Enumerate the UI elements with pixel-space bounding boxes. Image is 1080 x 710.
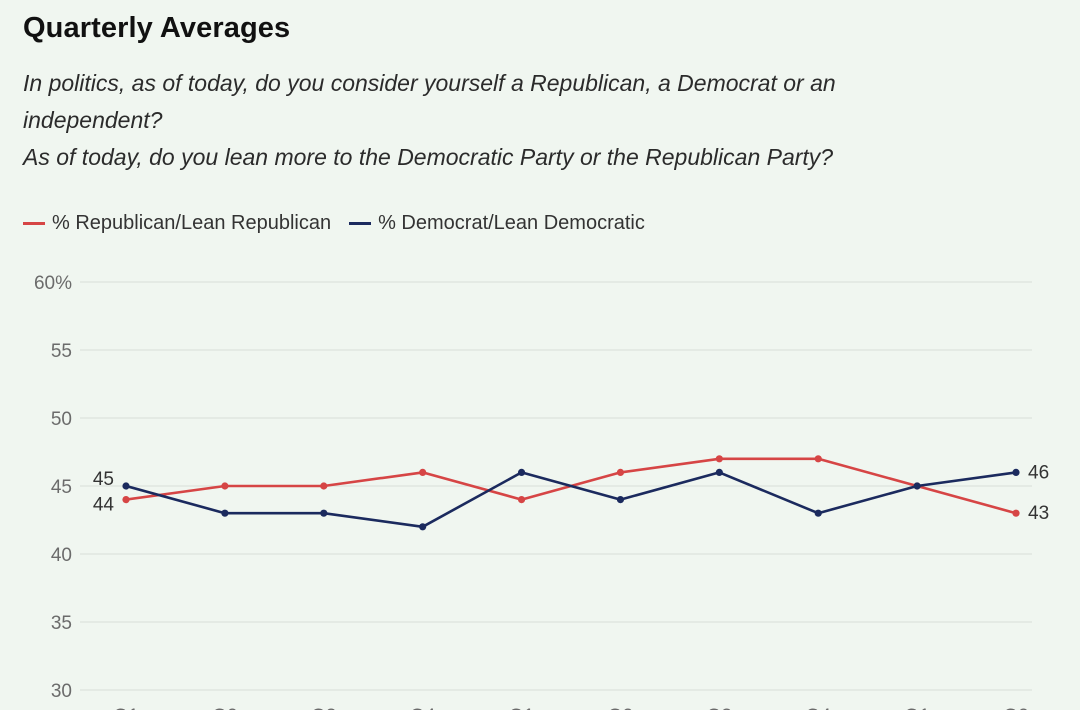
series-line-democrat: [125, 471, 1017, 529]
data-point-republican: [320, 482, 328, 490]
data-point-democrat: [221, 509, 229, 517]
data-point-democrat: [122, 482, 130, 490]
y-tick-label: 50: [51, 409, 72, 430]
data-point-republican: [221, 482, 229, 490]
gridlines: [80, 281, 1032, 691]
data-point-democrat: [517, 468, 526, 476]
data-label-republican-last: 43: [1028, 503, 1049, 524]
x-axis-ticks: Q1 Q2 Q3 Q4 Q1 Q2 Q3 Q4 Q1 Q2: [113, 706, 1028, 710]
data-point-democrat: [1012, 468, 1020, 476]
legend-swatch-republican: [23, 222, 45, 225]
y-tick-label: 40: [51, 545, 72, 566]
data-point-republican: [1012, 509, 1020, 517]
data-point-republican: [419, 468, 427, 476]
legend-label-republican: % Republican/Lean Republican: [52, 212, 332, 234]
legend-item-democrat: % Democrat/Lean Democratic: [349, 212, 645, 235]
data-point-republican: [715, 455, 723, 463]
y-tick-label: 30: [51, 681, 72, 702]
x-tick-label: Q3: [707, 706, 732, 710]
legend-label-democrat: % Democrat/Lean Democratic: [378, 212, 645, 234]
y-axis-ticks: 60% 55 50 45 40 35 30: [34, 273, 72, 702]
y-tick-label: 35: [51, 613, 72, 634]
data-point-democrat: [715, 468, 723, 476]
data-label-republican-first: 44: [93, 495, 115, 516]
data-point-democrat: [814, 509, 822, 517]
data-labels: 45 44 46 43: [93, 462, 1049, 524]
x-tick-label: Q1: [113, 706, 138, 710]
x-tick-label: Q4: [410, 706, 436, 710]
x-tick-label: Q2: [608, 706, 633, 710]
data-point-democrat: [320, 509, 328, 517]
data-point-republican: [122, 496, 130, 504]
chart-title: Quarterly Averages: [23, 12, 291, 44]
x-tick-label: Q1: [509, 706, 534, 710]
data-point-democrat: [616, 496, 625, 504]
question-party-identification: In politics, as of today, do you conside…: [23, 70, 836, 133]
series: [122, 455, 1020, 531]
data-point-republican: [616, 468, 625, 476]
data-point-democrat: [419, 523, 427, 531]
data-point-republican: [517, 496, 526, 504]
question-party-lean: As of today, do you lean more to the Dem…: [23, 144, 834, 170]
data-label-democrat-first: 45: [93, 469, 114, 490]
x-tick-label: Q4: [806, 706, 832, 710]
legend-swatch-democrat: [349, 222, 372, 225]
data-label-democrat-last: 46: [1028, 462, 1049, 483]
legend: % Republican/Lean Republican % Democrat/…: [23, 212, 663, 235]
data-point-republican: [814, 455, 822, 463]
x-tick-label: Q2: [212, 706, 237, 710]
legend-item-republican: % Republican/Lean Republican: [23, 212, 331, 235]
y-tick-label: 60%: [34, 273, 72, 294]
data-point-democrat: [913, 482, 921, 490]
x-tick-label: Q1: [904, 706, 929, 710]
y-tick-label: 45: [51, 477, 72, 498]
x-tick-label: Q3: [311, 706, 336, 710]
x-tick-label: Q2: [1003, 706, 1028, 710]
y-tick-label: 55: [51, 341, 72, 362]
